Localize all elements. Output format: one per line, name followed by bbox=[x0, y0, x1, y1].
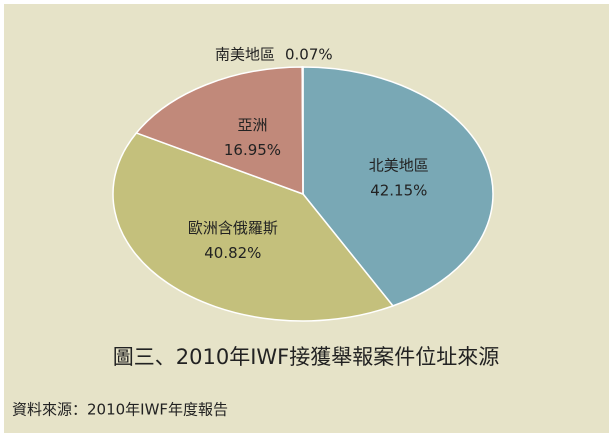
pie-slice bbox=[301, 66, 304, 195]
slice-label: 南美地區 bbox=[215, 45, 275, 63]
pie-slice bbox=[302, 66, 494, 307]
slice-value: 0.07% bbox=[285, 45, 333, 63]
pie-slice bbox=[135, 66, 304, 196]
slice-label: 歐洲含俄羅斯 bbox=[188, 219, 278, 237]
source-note: 資料來源：2010年IWF年度報告 bbox=[12, 401, 228, 419]
chart-title: 圖三、2010年IWF接獲舉報案件位址來源 bbox=[113, 345, 499, 369]
slice-value: 40.82% bbox=[204, 244, 261, 262]
slice-value: 42.15% bbox=[370, 181, 427, 199]
pie-slice bbox=[112, 132, 395, 322]
slice-label: 亞洲 bbox=[237, 116, 267, 134]
slice-label: 北美地區 bbox=[369, 156, 429, 174]
slice-value: 16.95% bbox=[224, 141, 281, 159]
